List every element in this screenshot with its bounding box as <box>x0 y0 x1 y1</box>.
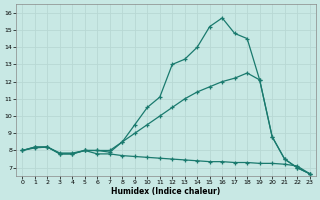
X-axis label: Humidex (Indice chaleur): Humidex (Indice chaleur) <box>111 187 221 196</box>
